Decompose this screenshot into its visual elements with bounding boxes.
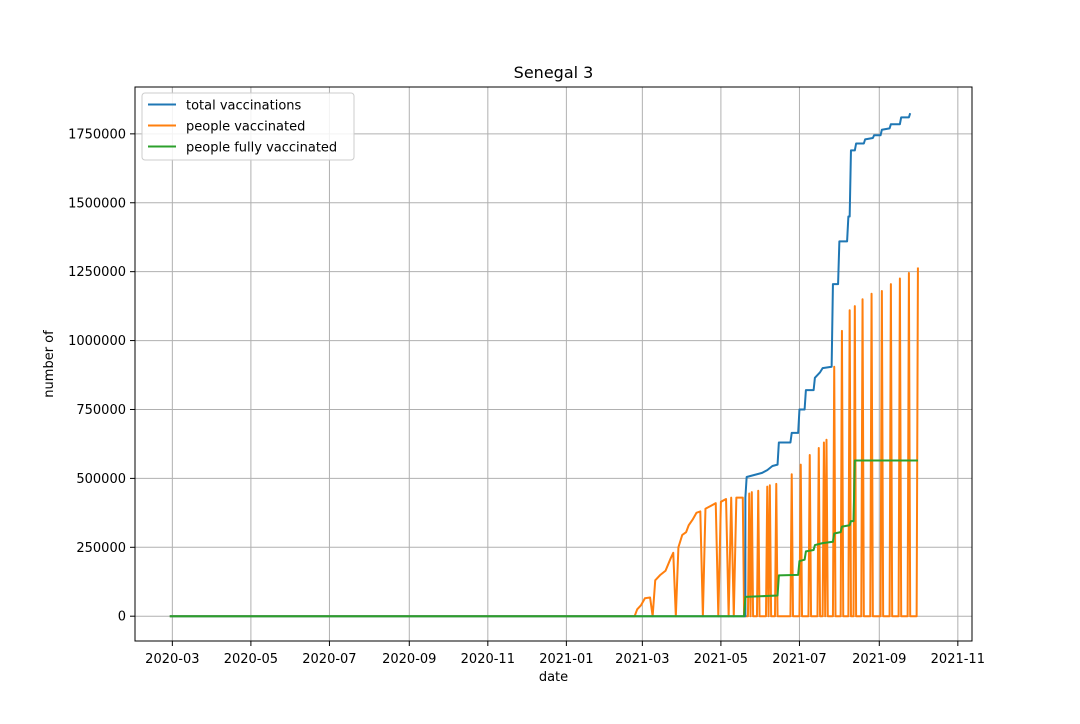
x-tick-label: 2020-11 xyxy=(461,652,515,667)
chart-title: Senegal 3 xyxy=(514,63,594,82)
y-tick-label: 1250000 xyxy=(68,265,126,280)
x-tick-label: 2021-09 xyxy=(852,652,906,667)
legend-label-people-fully-vaccinated: people fully vaccinated xyxy=(186,141,337,156)
y-tick-label: 1750000 xyxy=(68,127,126,142)
x-tick-label: 2020-05 xyxy=(224,652,278,667)
legend-box xyxy=(141,92,355,161)
series-line-people-vaccinated xyxy=(169,267,919,618)
y-tick-label: 500000 xyxy=(76,472,126,487)
y-axis-label: number of xyxy=(42,330,57,398)
y-tick-label: 1000000 xyxy=(68,334,126,349)
y-tick-label: 250000 xyxy=(76,541,126,556)
grid xyxy=(135,87,972,641)
axis-ticks: 2020-03 2020-05 2020-07 2020-09 2020-11 2021-… xyxy=(68,127,985,667)
y-tick-label: 1500000 xyxy=(68,196,126,211)
x-tick-label: 2021-01 xyxy=(539,652,593,667)
plot-frame xyxy=(134,86,973,642)
x-tick-label: 2020-09 xyxy=(382,652,436,667)
y-tick-label: 750000 xyxy=(76,403,126,418)
x-tick-label: 2020-07 xyxy=(302,652,356,667)
x-tick-label: 2020-03 xyxy=(145,652,199,667)
legend-label-total-vaccinations: total vaccinations xyxy=(186,99,302,114)
x-axis-label: date xyxy=(539,670,568,685)
series-line-total-vaccinations xyxy=(169,112,912,618)
x-tick-label: 2021-07 xyxy=(772,652,826,667)
legend: total vaccinations people vaccinated peo… xyxy=(141,92,355,161)
series-lines xyxy=(169,112,919,618)
series-line-people-fully-vaccinated xyxy=(169,459,918,618)
x-tick-label: 2021-03 xyxy=(615,652,669,667)
x-tick-label: 2021-11 xyxy=(931,652,985,667)
legend-label-people-vaccinated: people vaccinated xyxy=(186,120,305,135)
y-tick-label: 0 xyxy=(118,610,126,625)
x-tick-label: 2021-05 xyxy=(694,652,748,667)
